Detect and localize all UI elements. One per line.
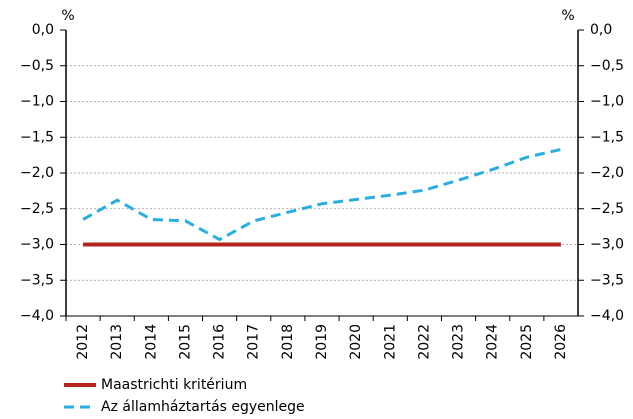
x-tick-label: 2023 (451, 324, 467, 360)
x-tick-label: 2019 (314, 324, 330, 360)
y-tick-label: −2,5 (20, 201, 54, 217)
x-tick-label: 2012 (75, 324, 91, 360)
x-tick-label: 2015 (177, 324, 193, 360)
y2-tick-label: −4,0 (590, 308, 624, 324)
x-tick-label: 2022 (416, 324, 432, 360)
x-tick-label: 2026 (553, 324, 569, 360)
y2-tick-label: −2,0 (590, 165, 624, 181)
y-tick-label: −3,0 (20, 237, 54, 253)
y-tick-label: −2,0 (20, 165, 54, 181)
x-tick-label: 2017 (246, 324, 262, 360)
legend-label: Az államháztartás egyenlege (101, 399, 305, 415)
y-tick-label: −0,5 (20, 58, 54, 74)
y2-unit: % (561, 8, 574, 24)
y2-tick-label: −1,0 (590, 94, 624, 110)
x-tick-label: 2025 (519, 324, 535, 360)
y-tick-label: −4,0 (20, 308, 54, 324)
y-tick-label: −1,5 (20, 129, 54, 145)
y-tick-label: −3,5 (20, 272, 54, 288)
legend-label: Maastrichti kritérium (101, 377, 247, 393)
y2-tick-label: −3,5 (590, 272, 624, 288)
y2-tick-label: −0,5 (590, 58, 624, 74)
x-tick-label: 2021 (382, 324, 398, 360)
x-tick-label: 2016 (212, 324, 228, 360)
series-line (82, 147, 562, 242)
x-tick-label: 2024 (485, 324, 501, 360)
x-tick-label: 2020 (348, 324, 364, 360)
y-unit: % (61, 8, 74, 24)
y2-tick-label: 0,0 (590, 22, 612, 38)
y2-tick-label: −1,5 (590, 129, 624, 145)
x-tick-label: 2014 (143, 324, 159, 360)
y2-tick-label: −3,0 (590, 237, 624, 253)
y2-tick-label: −2,5 (590, 201, 624, 217)
x-tick-label: 2018 (280, 324, 296, 360)
x-tick-label: 2013 (109, 324, 125, 360)
y-tick-label: 0,0 (32, 22, 54, 38)
y-tick-label: −1,0 (20, 94, 54, 110)
